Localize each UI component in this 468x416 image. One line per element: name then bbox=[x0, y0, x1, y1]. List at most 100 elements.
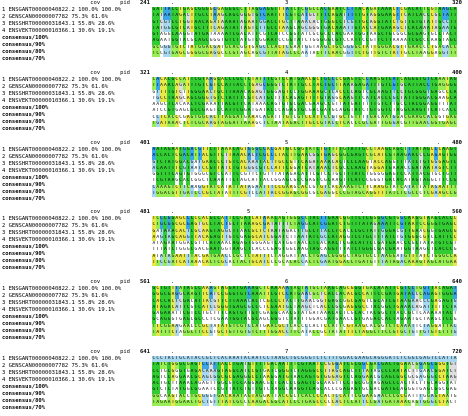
sequence-row-label[interactable]: 2 GENSCAN00000007782 75.3% 61.6% bbox=[2, 363, 132, 370]
sequence-row-label[interactable]: 4 ENSVEKT00000010366.1 30.6% 19.1% bbox=[2, 377, 132, 384]
sequence-row-label[interactable]: 1 ENSGANT00000040822.2 100.0% 100.0% bbox=[2, 77, 132, 84]
sequence-name[interactable]: 1 ENSGANT00000040822.2 bbox=[2, 147, 75, 153]
alignment-cell: A bbox=[152, 374, 156, 381]
alignment-cell: A bbox=[277, 253, 282, 260]
sequence-row-label[interactable]: 3 ENSSHRT00000031843.1 55.8% 28.6% bbox=[2, 91, 132, 98]
sequence-row-label[interactable]: 2 GENSCAN00000007782 75.3% 61.6% bbox=[2, 293, 132, 300]
alignment-cell: C bbox=[426, 38, 431, 45]
sequence-row-label[interactable]: 1 ENSGANT00000040822.2 100.0% 100.0% bbox=[2, 286, 132, 293]
alignment-cell: A bbox=[167, 356, 172, 363]
alignment-cell: A bbox=[277, 286, 282, 293]
sequence-cov: 100.0% bbox=[78, 286, 99, 292]
sequence-row-label[interactable]: 3 ENSSHRT00000031843.1 55.8% 28.6% bbox=[2, 21, 132, 28]
alignment-cell: C bbox=[224, 298, 229, 305]
alignment-cell: A bbox=[323, 190, 328, 197]
sequence-name[interactable]: 3 ENSSHRT00000031843.1 bbox=[2, 21, 75, 27]
alignment-cell: C bbox=[300, 216, 305, 223]
alignment-cell: A bbox=[167, 253, 172, 260]
sequence-row-label[interactable]: 4 ENSVEKT00000010366.1 30.6% 19.1% bbox=[2, 168, 132, 175]
sequence-name[interactable]: 4 ENSVEKT00000010366.1 bbox=[2, 98, 75, 104]
sequence-name[interactable]: 3 ENSSHRT00000031843.1 bbox=[2, 230, 75, 236]
alignment-cell: C bbox=[182, 25, 187, 32]
sequence-name[interactable]: 1 ENSGANT00000040822.2 bbox=[2, 7, 75, 13]
sequence-name[interactable]: 2 GENSCAN00000007782 bbox=[2, 154, 69, 160]
sequence-name[interactable]: 1 ENSGANT00000040822.2 bbox=[2, 356, 75, 362]
sequence-name[interactable]: 4 ENSVEKT00000010366.1 bbox=[2, 307, 75, 313]
alignment-cell: G bbox=[258, 19, 263, 26]
alignment-cell: T bbox=[335, 102, 339, 109]
sequence-row-label[interactable]: 3 ENSSHRT00000031843.1 55.8% 28.6% bbox=[2, 300, 132, 307]
alignment-cell: A bbox=[182, 13, 187, 20]
alignment-cell: A bbox=[289, 83, 294, 90]
alignment-cell: C bbox=[426, 247, 431, 254]
alignment-cell: G bbox=[346, 234, 351, 241]
sequence-name[interactable]: 2 GENSCAN00000007782 bbox=[2, 223, 69, 229]
sequence-name[interactable]: 1 ENSGANT00000040822.2 bbox=[2, 77, 75, 83]
alignment-cell: T bbox=[159, 7, 164, 14]
alignment-cell: C bbox=[247, 298, 252, 305]
alignment-cell: A bbox=[182, 323, 187, 330]
sequence-name[interactable]: 4 ENSVEKT00000010366.1 bbox=[2, 28, 75, 34]
sequence-name[interactable]: 3 ENSSHRT00000031843.1 bbox=[2, 300, 75, 306]
alignment-cell: A bbox=[388, 356, 393, 363]
alignment-cell: T bbox=[315, 222, 320, 229]
alignment-cell: T bbox=[190, 234, 194, 241]
sequence-row-label[interactable]: 1 ENSGANT00000040822.2 100.0% 100.0% bbox=[2, 147, 132, 154]
sequence-row-label[interactable]: 2 GENSCAN00000007782 75.3% 61.6% bbox=[2, 154, 132, 161]
alignment-cell: T bbox=[213, 228, 217, 235]
sequence-row-label[interactable]: 1 ENSGANT00000040822.2 100.0% 100.0% bbox=[2, 356, 132, 363]
sequence-row-label[interactable]: 2 GENSCAN00000007782 75.3% 61.6% bbox=[2, 223, 132, 230]
sequence-row-label[interactable]: 2 GENSCAN00000007782 75.3% 61.6% bbox=[2, 14, 132, 21]
alignment-cell: T bbox=[232, 184, 236, 191]
cov-header: cov bbox=[90, 140, 101, 146]
sequence-name[interactable]: 4 ENSVEKT00000010366.1 bbox=[2, 168, 75, 174]
sequence-row-label[interactable]: 4 ENSVEKT00000010366.1 30.6% 19.1% bbox=[2, 28, 132, 35]
alignment-cell: T bbox=[373, 83, 377, 90]
alignment-cell: T bbox=[254, 387, 259, 394]
alignment-cell: G bbox=[251, 89, 255, 96]
alignment-cell: G bbox=[201, 95, 206, 102]
sequence-name[interactable]: 4 ENSVEKT00000010366.1 bbox=[2, 237, 75, 243]
alignment-cell: C bbox=[152, 368, 156, 375]
sequence-name[interactable]: 2 GENSCAN00000007782 bbox=[2, 84, 69, 90]
sequence-row-label[interactable]: 3 ENSSHRT00000031843.1 55.8% 28.6% bbox=[2, 230, 132, 237]
sequence-row-label[interactable]: 4 ENSVEKT00000010366.1 30.6% 19.1% bbox=[2, 237, 132, 244]
alignment-cell: T bbox=[197, 298, 202, 305]
alignment-cell: C bbox=[312, 120, 316, 127]
sequence-name[interactable]: 3 ENSSHRT00000031843.1 bbox=[2, 91, 75, 97]
sequence-name[interactable]: 4 ENSVEKT00000010366.1 bbox=[2, 377, 75, 383]
sequence-row-label[interactable]: 4 ENSVEKT00000010366.1 30.6% 19.1% bbox=[2, 98, 132, 105]
alignment-cell: A bbox=[270, 362, 274, 369]
alignment-cell: C bbox=[155, 216, 160, 223]
alignment-cell: A bbox=[163, 228, 168, 235]
alignment-cell: T bbox=[262, 77, 267, 84]
sequence-row-label[interactable]: 3 ENSSHRT00000031843.1 55.8% 28.6% bbox=[2, 161, 132, 168]
alignment-cell: A bbox=[285, 184, 290, 191]
sequence-name[interactable]: 1 ENSGANT00000040822.2 bbox=[2, 286, 75, 292]
alignment-cell: C bbox=[232, 259, 236, 266]
alignment-cell: T bbox=[277, 95, 282, 102]
sequence-name[interactable]: 2 GENSCAN00000007782 bbox=[2, 14, 69, 20]
sequence-row-label[interactable]: 1 ENSGANT00000040822.2 100.0% 100.0% bbox=[2, 7, 132, 14]
sequence-row-label[interactable]: 2 GENSCAN00000007782 75.3% 61.6% bbox=[2, 84, 132, 91]
sequence-name[interactable]: 3 ENSSHRT00000031843.1 bbox=[2, 161, 75, 167]
sequence-name[interactable]: 2 GENSCAN00000007782 bbox=[2, 363, 69, 369]
sequence-row-label[interactable]: 3 ENSSHRT00000031843.1 55.8% 28.6% bbox=[2, 370, 132, 377]
alignment-cell: G bbox=[247, 147, 252, 154]
sequence-name[interactable]: 3 ENSSHRT00000031843.1 bbox=[2, 370, 75, 376]
sequence-row-label[interactable]: 4 ENSVEKT00000010366.1 30.6% 19.1% bbox=[2, 307, 132, 314]
sequence-name[interactable]: 2 GENSCAN00000007782 bbox=[2, 293, 69, 299]
alignment-cell: C bbox=[300, 374, 305, 381]
sequence-row-label[interactable]: 1 ENSGANT00000040822.2 100.0% 100.0% bbox=[2, 216, 132, 223]
sequence-name[interactable]: 1 ENSGANT00000040822.2 bbox=[2, 216, 75, 222]
sequence-cov: 75.3% bbox=[71, 223, 89, 229]
alignment-cell: C bbox=[289, 178, 294, 185]
sequence-pid: 28.6% bbox=[98, 91, 115, 97]
